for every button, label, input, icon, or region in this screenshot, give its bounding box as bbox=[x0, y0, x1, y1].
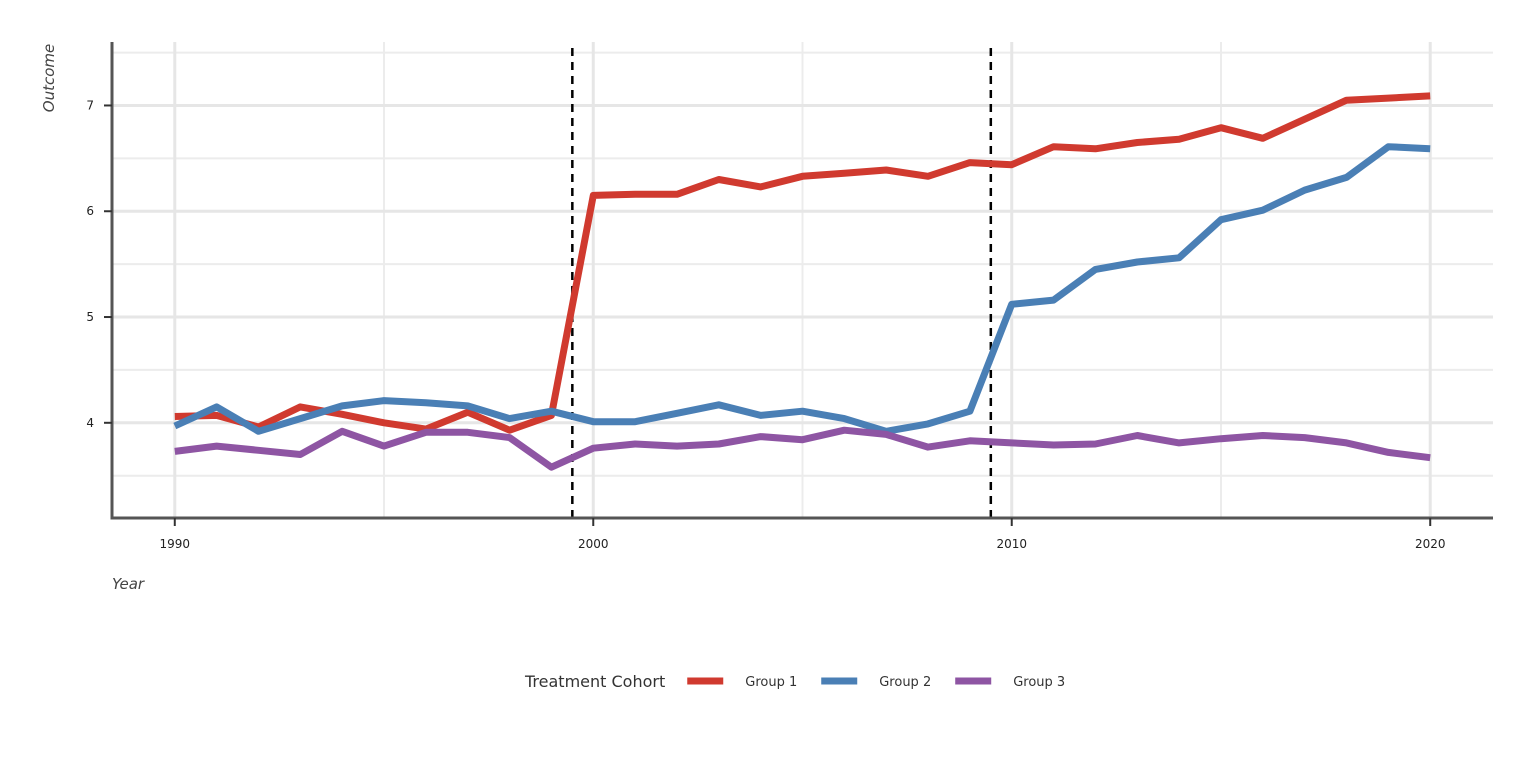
y-tick-label: 6 bbox=[86, 204, 94, 218]
legend-label: Group 2 bbox=[879, 675, 931, 690]
legend-label: Group 1 bbox=[745, 675, 797, 690]
y-tick-label: 4 bbox=[86, 416, 94, 430]
x-tick-label: 2020 bbox=[1415, 537, 1446, 551]
series-lines bbox=[173, 92, 1431, 471]
legend: Treatment Cohort Group 1 Group 2 Group 3 bbox=[524, 672, 1065, 691]
series-line-group-1 bbox=[174, 92, 1431, 434]
series-line-group-3 bbox=[174, 426, 1431, 471]
tick-labels: 1990 2000 2010 2020 4 5 6 7 bbox=[86, 98, 1445, 551]
legend-items: Group 1 Group 2 Group 3 bbox=[687, 675, 1065, 690]
y-tick-label: 5 bbox=[86, 310, 94, 324]
axes bbox=[104, 42, 1493, 526]
x-axis-title: Year bbox=[112, 575, 145, 593]
x-tick-label: 2000 bbox=[578, 537, 609, 551]
x-tick-label: 2010 bbox=[996, 537, 1027, 551]
y-tick-label: 7 bbox=[86, 98, 94, 112]
x-tick-label: 1990 bbox=[159, 537, 190, 551]
legend-title: Treatment Cohort bbox=[524, 672, 665, 691]
grid bbox=[112, 42, 1493, 518]
legend-label: Group 3 bbox=[1013, 675, 1065, 690]
series-line-group-2 bbox=[173, 143, 1431, 435]
y-axis-title: Outcome bbox=[40, 44, 58, 112]
